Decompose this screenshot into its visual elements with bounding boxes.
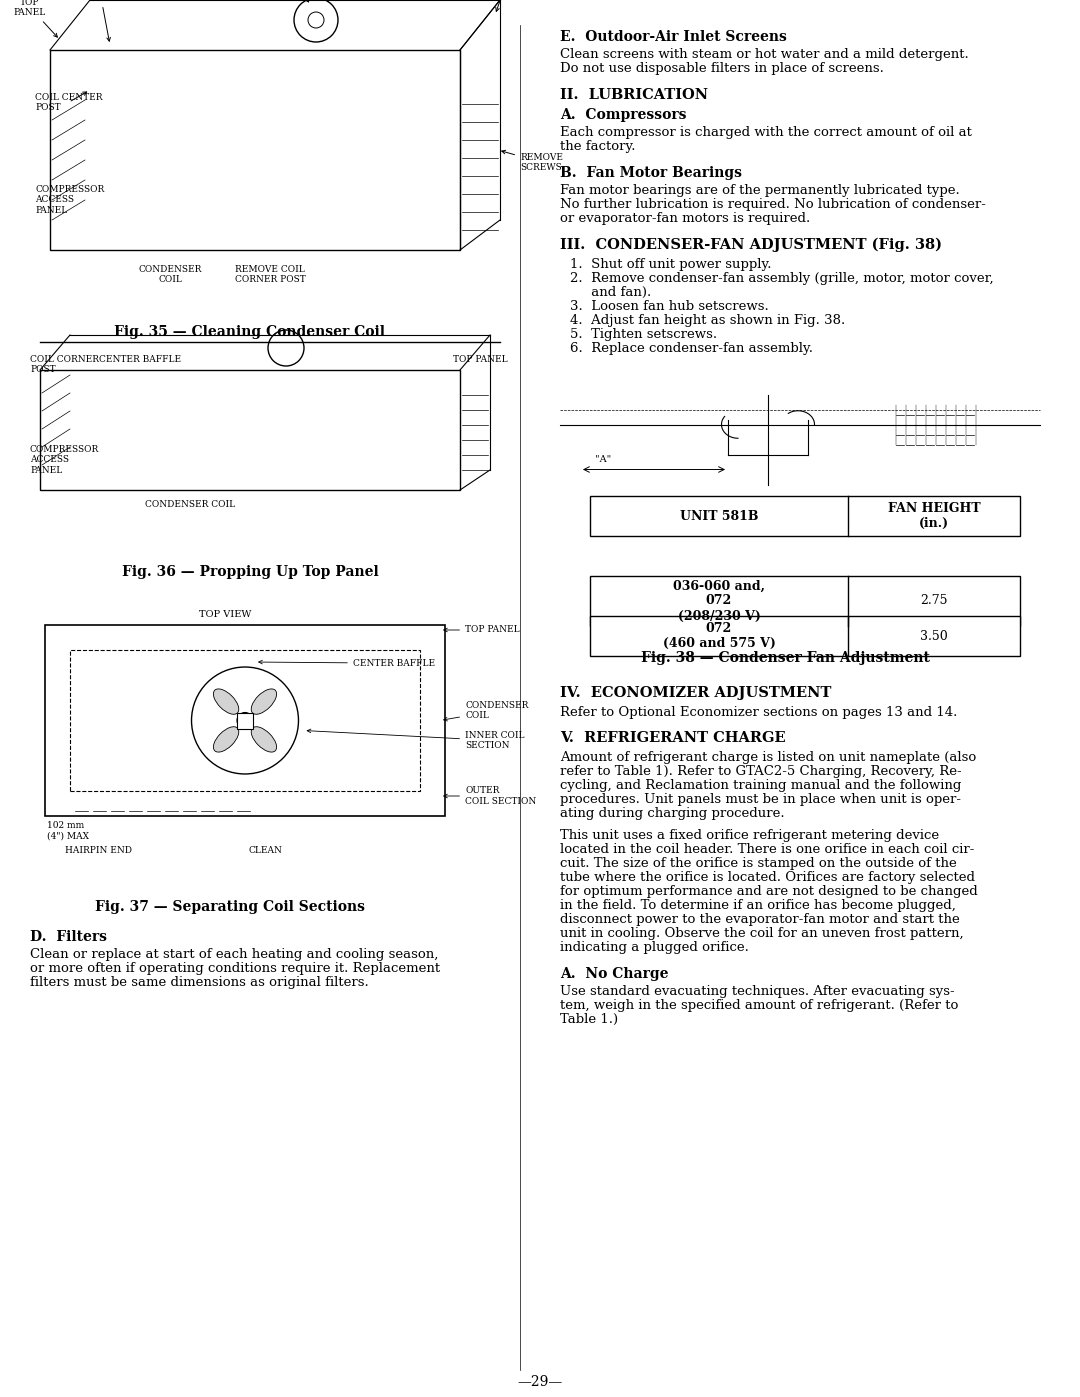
Text: REMOVE
SCREWS: REMOVE SCREWS	[502, 151, 563, 172]
Text: Table 1.): Table 1.)	[561, 1013, 618, 1025]
Text: TOP
PANEL: TOP PANEL	[14, 0, 57, 38]
Text: Fig. 36 — Propping Up Top Panel: Fig. 36 — Propping Up Top Panel	[122, 564, 378, 578]
Text: FAN HEIGHT
(in.): FAN HEIGHT (in.)	[888, 502, 981, 529]
Ellipse shape	[252, 726, 276, 752]
Text: D.  Filters: D. Filters	[30, 930, 107, 944]
Bar	[590, 496, 1020, 536]
Text: 5.  Tighten setscrews.: 5. Tighten setscrews.	[570, 328, 717, 341]
Text: No further lubrication is required. No lubrication of condenser-: No further lubrication is required. No l…	[561, 198, 986, 211]
Text: REMOVE
SCREWS: REMOVE SCREWS	[324, 0, 367, 1]
Text: 102 mm
(4") MAX: 102 mm (4") MAX	[48, 821, 89, 841]
Ellipse shape	[214, 689, 239, 714]
Text: 2.75: 2.75	[920, 595, 948, 608]
Text: CONDENSER COIL: CONDENSER COIL	[145, 500, 235, 509]
Text: II.  LUBRICATION: II. LUBRICATION	[561, 88, 708, 102]
Circle shape	[191, 666, 298, 774]
Text: refer to Table 1). Refer to GTAC2-5 Charging, Recovery, Re-: refer to Table 1). Refer to GTAC2-5 Char…	[561, 766, 961, 778]
Text: CONTROL POST
CORNER POST: CONTROL POST CORNER POST	[472, 0, 549, 11]
Text: the factory.: the factory.	[561, 140, 635, 154]
Text: Each compressor is charged with the correct amount of oil at: Each compressor is charged with the corr…	[561, 126, 972, 138]
Text: B.  Fan Motor Bearings: B. Fan Motor Bearings	[561, 166, 742, 180]
Bar	[237, 712, 253, 728]
Text: V.  REFRIGERANT CHARGE: V. REFRIGERANT CHARGE	[561, 731, 785, 745]
Text: "A": "A"	[595, 455, 611, 464]
Text: in the field. To determine if an orifice has become plugged,: in the field. To determine if an orifice…	[561, 900, 956, 912]
Bar	[590, 616, 1020, 657]
Text: TOP PANEL: TOP PANEL	[453, 355, 508, 365]
Text: procedures. Unit panels must be in place when unit is oper-: procedures. Unit panels must be in place…	[561, 793, 961, 806]
Text: Clean or replace at start of each heating and cooling season,: Clean or replace at start of each heatin…	[30, 949, 438, 961]
Text: Do not use disposable filters in place of screens.: Do not use disposable filters in place o…	[561, 61, 883, 75]
Text: Fig. 35 — Cleaning Condenser Coil: Fig. 35 — Cleaning Condenser Coil	[114, 326, 386, 339]
Text: 036-060 and,
072
(208/230 V): 036-060 and, 072 (208/230 V)	[673, 580, 765, 623]
Text: ating during charging procedure.: ating during charging procedure.	[561, 807, 785, 820]
Text: tube where the orifice is located. Orifices are factory selected: tube where the orifice is located. Orifi…	[561, 870, 975, 884]
Text: COIL CENTER
POST: COIL CENTER POST	[35, 92, 103, 112]
Text: TOP VIEW: TOP VIEW	[199, 610, 252, 619]
Text: indicating a plugged orifice.: indicating a plugged orifice.	[561, 942, 748, 954]
Text: for optimum performance and are not designed to be changed: for optimum performance and are not desi…	[561, 886, 977, 898]
Text: REMOVE COIL
CORNER POST: REMOVE COIL CORNER POST	[234, 265, 306, 285]
Text: 1.  Shut off unit power supply.: 1. Shut off unit power supply.	[570, 258, 771, 271]
Text: IV.  ECONOMIZER ADJUSTMENT: IV. ECONOMIZER ADJUSTMENT	[561, 686, 832, 700]
Text: cycling, and Reclamation training manual and the following: cycling, and Reclamation training manual…	[561, 780, 961, 792]
Text: 4.  Adjust fan height as shown in Fig. 38.: 4. Adjust fan height as shown in Fig. 38…	[570, 314, 846, 327]
Text: CENTER BAFFLE: CENTER BAFFLE	[259, 659, 435, 668]
Text: cuit. The size of the orifice is stamped on the outside of the: cuit. The size of the orifice is stamped…	[561, 856, 957, 870]
Text: TOP PANEL: TOP PANEL	[444, 626, 519, 634]
Circle shape	[268, 330, 303, 366]
Text: E.  Outdoor-Air Inlet Screens: E. Outdoor-Air Inlet Screens	[561, 29, 787, 43]
Text: CONDENSER
FAN: CONDENSER FAN	[254, 0, 318, 1]
Text: disconnect power to the evaporator-fan motor and start the: disconnect power to the evaporator-fan m…	[561, 914, 960, 926]
Text: or evaporator-fan motors is required.: or evaporator-fan motors is required.	[561, 212, 810, 225]
Bar	[40, 370, 460, 490]
Text: 6.  Replace condenser-fan assembly.: 6. Replace condenser-fan assembly.	[570, 342, 813, 355]
Circle shape	[308, 13, 324, 28]
Text: COMPRESSOR
ACCESS
PANEL: COMPRESSOR ACCESS PANEL	[35, 184, 105, 215]
Ellipse shape	[252, 689, 276, 714]
Text: A.  No Charge: A. No Charge	[561, 967, 669, 981]
Text: Amount of refrigerant charge is listed on unit nameplate (also: Amount of refrigerant charge is listed o…	[561, 752, 976, 764]
Text: Fig. 38 — Condenser Fan Adjustment: Fig. 38 — Condenser Fan Adjustment	[640, 651, 930, 665]
Circle shape	[294, 0, 338, 42]
Text: or more often if operating conditions require it. Replacement: or more often if operating conditions re…	[30, 963, 441, 975]
Text: unit in cooling. Observe the coil for an uneven frost pattern,: unit in cooling. Observe the coil for an…	[561, 928, 963, 940]
Text: INNER COIL
SECTION: INNER COIL SECTION	[307, 729, 525, 750]
Bar	[45, 624, 445, 816]
Text: —29—: —29—	[517, 1375, 563, 1389]
Text: and fan).: and fan).	[570, 286, 651, 299]
Text: COMPRESSOR
ACCESS
PANEL: COMPRESSOR ACCESS PANEL	[30, 446, 99, 475]
Text: located in the coil header. There is one orifice in each coil cir-: located in the coil header. There is one…	[561, 842, 974, 856]
Text: Use standard evacuating techniques. After evacuating sys-: Use standard evacuating techniques. Afte…	[561, 985, 955, 997]
Text: Clean screens with steam or hot water and a mild detergent.: Clean screens with steam or hot water an…	[561, 47, 969, 61]
Text: 3.  Loosen fan hub setscrews.: 3. Loosen fan hub setscrews.	[570, 300, 769, 313]
Text: 072
(460 and 575 V): 072 (460 and 575 V)	[662, 622, 775, 650]
Bar	[590, 576, 1020, 626]
Ellipse shape	[214, 726, 239, 752]
Text: OUTER
COIL SECTION: OUTER COIL SECTION	[444, 787, 537, 806]
Text: III.  CONDENSER-FAN ADJUSTMENT (Fig. 38): III. CONDENSER-FAN ADJUSTMENT (Fig. 38)	[561, 237, 942, 253]
Text: REMOVE
SCREWS: REMOVE SCREWS	[79, 0, 121, 41]
Text: tem, weigh in the specified amount of refrigerant. (Refer to: tem, weigh in the specified amount of re…	[561, 999, 958, 1011]
Text: CONDENSER
COIL: CONDENSER COIL	[444, 701, 528, 721]
Text: UNIT 581B: UNIT 581B	[679, 510, 758, 522]
Bar	[50, 50, 460, 250]
Text: HAIRPIN END: HAIRPIN END	[65, 847, 132, 855]
Text: filters must be same dimensions as original filters.: filters must be same dimensions as origi…	[30, 977, 368, 989]
Bar	[70, 650, 420, 791]
Text: CENTER BAFFLE: CENTER BAFFLE	[99, 355, 181, 365]
Text: This unit uses a fixed orifice refrigerant metering device: This unit uses a fixed orifice refrigera…	[561, 828, 940, 842]
Text: CLEAN: CLEAN	[248, 847, 282, 855]
Text: A.  Compressors: A. Compressors	[561, 108, 687, 122]
Text: Refer to Optional Economizer sections on pages 13 and 14.: Refer to Optional Economizer sections on…	[561, 705, 957, 719]
Text: Fan motor bearings are of the permanently lubricated type.: Fan motor bearings are of the permanentl…	[561, 184, 960, 197]
Text: 2.  Remove condenser-fan assembly (grille, motor, motor cover,: 2. Remove condenser-fan assembly (grille…	[570, 272, 994, 285]
Text: CONDENSER
COIL: CONDENSER COIL	[138, 265, 202, 285]
Circle shape	[237, 712, 253, 728]
Text: Fig. 37 — Separating Coil Sections: Fig. 37 — Separating Coil Sections	[95, 900, 365, 914]
Text: COIL CORNER
POST: COIL CORNER POST	[30, 355, 99, 374]
Text: 3.50: 3.50	[920, 630, 948, 643]
